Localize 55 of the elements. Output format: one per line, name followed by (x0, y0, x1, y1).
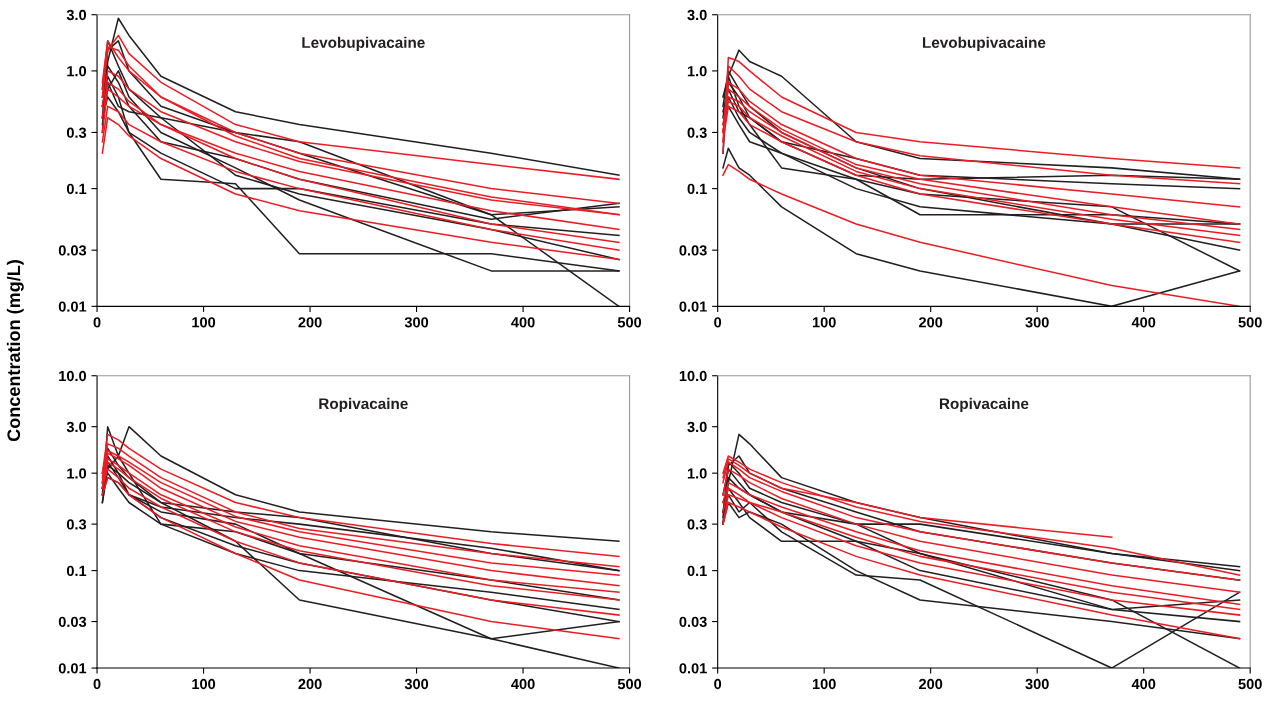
y-tick-label: 10.0 (59, 370, 87, 382)
x-tick-label: 500 (1238, 678, 1262, 690)
x-tick-label: 200 (298, 317, 322, 328)
x-tick-label: 0 (714, 317, 722, 328)
x-tick-label: 200 (919, 678, 943, 690)
x-tick-label: 300 (1025, 317, 1049, 328)
y-tick-label: 0.03 (679, 616, 707, 628)
x-tick-label: 400 (511, 678, 535, 690)
y-tick-label: 1.0 (67, 65, 87, 77)
x-tick-label: 0 (93, 317, 101, 328)
x-tick-label: 300 (1025, 678, 1049, 690)
y-tick-label: 0.01 (679, 663, 707, 674)
x-tick-label: 200 (298, 678, 322, 690)
y-tick-label: 0.3 (66, 519, 87, 530)
y-tick-label: 1.0 (687, 468, 707, 479)
y-tick-label: 3.0 (66, 421, 87, 433)
y-tick-label: 0.03 (58, 245, 87, 256)
text: Ropivacaine (319, 397, 408, 413)
x-tick-label: 500 (1238, 317, 1262, 328)
y-tick-label: 3.0 (687, 9, 707, 21)
y-tick-label: 1.0 (67, 468, 87, 479)
x-tick-label: 200 (919, 317, 943, 328)
x-tick-label: 300 (404, 317, 429, 328)
text: Levobupivacaine (302, 36, 425, 51)
y-tick-label: 0.1 (687, 183, 707, 195)
y-tick-label: 10.0 (679, 370, 707, 382)
y-tick-label: 0.3 (687, 519, 707, 530)
y-tick-label: 0.1 (66, 565, 87, 577)
y-tick-label: 0.3 (66, 127, 87, 138)
x-tick-label: 500 (617, 678, 642, 690)
x-tick-label: 100 (192, 317, 216, 328)
x-tick-label: 500 (617, 317, 642, 328)
text: Levobupivacaine (922, 36, 1046, 51)
x-tick-label: 0 (93, 678, 101, 690)
y-tick-label: 0.1 (66, 183, 87, 195)
y-tick-label: 3.0 (66, 9, 87, 21)
x-tick-label: 100 (192, 678, 216, 690)
text: Ropivacaine (939, 397, 1029, 413)
x-tick-label: 100 (812, 678, 836, 690)
y-tick-label: 0.1 (687, 565, 707, 577)
y-axis-title: Concentration (mg/L) (6, 260, 24, 442)
y-tick-label: 3.0 (687, 421, 707, 433)
x-tick-label: 400 (511, 317, 535, 328)
x-tick-label: 0 (714, 678, 722, 690)
x-tick-label: 100 (812, 317, 836, 328)
y-tick-label: 0.3 (687, 127, 707, 138)
x-tick-label: 400 (1131, 317, 1156, 328)
x-tick-label: 300 (404, 678, 429, 690)
y-tick-label: 0.01 (679, 301, 707, 312)
y-tick-label: 0.01 (58, 663, 87, 674)
y-tick-label: 0.03 (58, 616, 87, 628)
y-tick-label: 0.01 (58, 301, 87, 312)
x-tick-label: 400 (1131, 678, 1156, 690)
y-tick-label: 0.03 (679, 245, 707, 256)
y-tick-label: 1.0 (687, 65, 707, 77)
